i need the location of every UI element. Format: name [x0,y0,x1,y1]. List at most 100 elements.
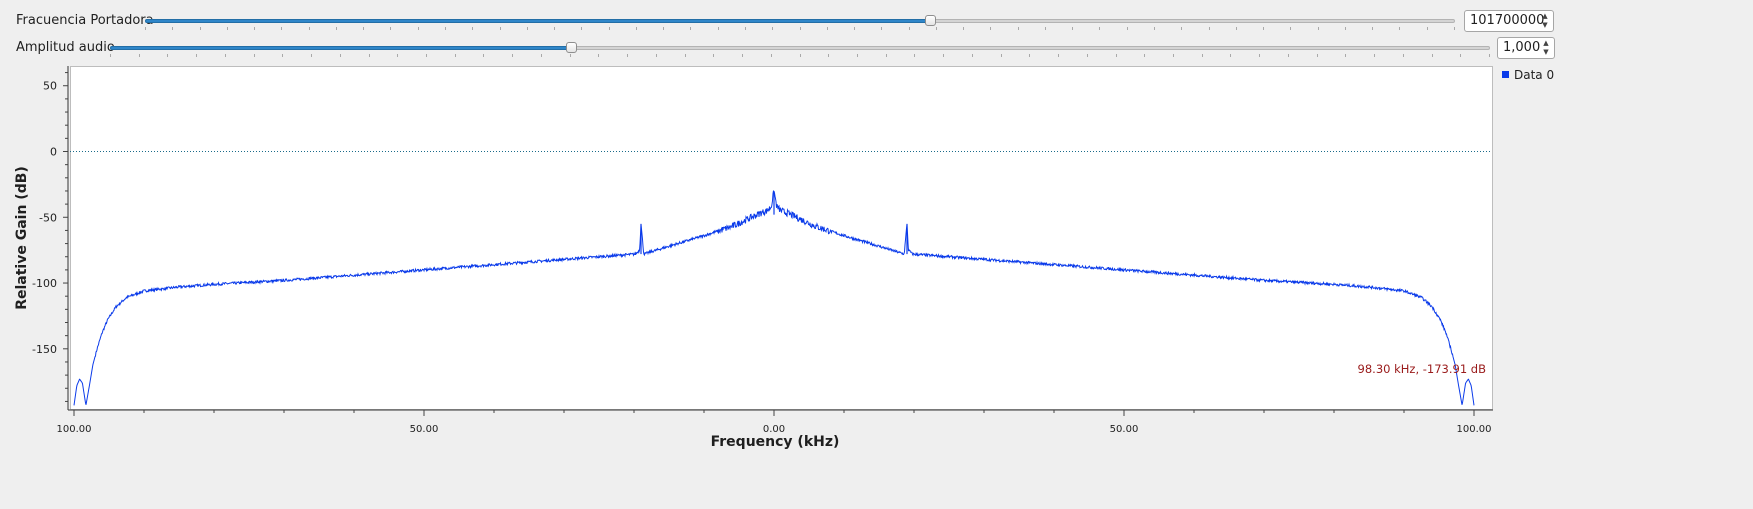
slider-tick [1230,54,1232,57]
slider-tick [426,54,428,57]
slider-tick [1454,27,1455,30]
slider-tick [1058,54,1060,57]
slider-tick [663,27,665,30]
slider-tick [744,27,746,30]
y-tick-label: 50 [43,80,57,93]
slider-tick [799,54,801,57]
slider-tick [397,54,399,57]
slider-tick [1235,27,1237,30]
slider-tick [1208,27,1210,30]
slider-tick [828,54,830,57]
slider-tick [1017,27,1019,30]
slider-handle[interactable] [925,15,936,26]
slider-tick [253,54,255,57]
slider-tick [1344,27,1346,30]
y-tick-label: -50 [39,211,57,224]
slider-tick [608,27,610,30]
slider-tick [581,27,583,30]
slider-tick [308,27,310,30]
slider-tick [1044,27,1046,30]
slider-tick [1263,27,1265,30]
slider-tick [990,27,992,30]
spin-down-icon[interactable]: ▼ [1543,48,1549,56]
legend[interactable]: Data 0 [1502,68,1554,82]
slider-tick [1399,27,1401,30]
slider-tick [881,27,883,30]
slider-tick [1201,54,1203,57]
slider-tick [569,54,571,57]
audio-amplitude-value: 1,000 [1503,40,1541,55]
slider-tick [444,27,446,30]
slider-tick [335,27,337,30]
slider-tick [1259,54,1261,57]
slider-tick [199,27,201,30]
slider-tick [885,54,887,57]
y-tick-label: -100 [32,277,57,290]
slider-tick [254,27,256,30]
slider-tick [1144,54,1146,57]
spin-arrows[interactable]: ▲ ▼ [1539,12,1551,30]
slider-handle[interactable] [566,42,578,53]
slider-tick [799,27,801,30]
y-axis-title: Relative Gain (dB) [14,166,30,310]
spectrum-plot-canvas[interactable] [70,66,1493,410]
slider-tick [1374,54,1376,57]
slider-tick [943,54,945,57]
legend-swatch [1502,71,1509,78]
x-axis-title: Frequency (kHz) [710,434,840,450]
slider-tick [655,54,657,57]
slider-tick [1086,54,1088,57]
slider-tick [1099,27,1101,30]
slider-tick [483,54,485,57]
slider-tick [971,54,973,57]
slider-tick [854,27,856,30]
slider-tick [914,54,916,57]
legend-entry-data-0: Data 0 [1514,68,1555,82]
slider-tick [196,54,198,57]
carrier-frequency-label: Fracuencia Portadora [16,13,154,28]
slider-tick [526,27,528,30]
slider-tick [224,54,226,57]
carrier-frequency-row: Fracuencia Portadora 101700000 ▲ ▼ [0,8,1753,34]
x-tick-label: 100.00 [57,424,92,435]
slider-tick [368,54,370,57]
slider-tick [772,27,774,30]
slider-tick [1345,54,1347,57]
slider-tick [454,54,456,57]
spin-arrows[interactable]: ▲ ▼ [1540,39,1552,57]
slider-tick [311,54,313,57]
x-tick-label: 0.00 [763,424,785,435]
slider-tick [417,27,419,30]
slider-tick [1126,27,1128,30]
slider-tick [1426,27,1428,30]
slider-tick [339,54,341,57]
spin-up-icon[interactable]: ▲ [1542,12,1548,20]
slider-tick [138,54,140,57]
spin-down-icon[interactable]: ▼ [1542,21,1548,29]
slider-tick [145,27,146,30]
audio-amplitude-spinbox[interactable]: 1,000 ▲ ▼ [1497,37,1555,59]
slider-tick [1115,54,1117,57]
slider-tick [1317,27,1319,30]
slider-tick [1287,54,1289,57]
slider-tick [172,27,174,30]
slider-tick [1372,27,1374,30]
slider-tick [512,54,514,57]
slider-tick [554,27,556,30]
slider-tick [1460,54,1462,57]
slider-tick [540,54,542,57]
spin-up-icon[interactable]: ▲ [1543,39,1549,47]
slider-tick [1290,27,1292,30]
slider-tick [1072,27,1074,30]
slider-tick [635,27,637,30]
slider-tick [390,27,392,30]
slider-tick [472,27,474,30]
slider-tick [363,27,365,30]
carrier-frequency-spinbox[interactable]: 101700000 ▲ ▼ [1464,10,1554,32]
x-tick-label: 50.00 [410,424,439,435]
slider-ticks [110,54,1490,59]
carrier-frequency-slider[interactable] [145,8,1455,34]
audio-amplitude-slider[interactable] [110,35,1490,61]
slider-tick [826,27,828,30]
